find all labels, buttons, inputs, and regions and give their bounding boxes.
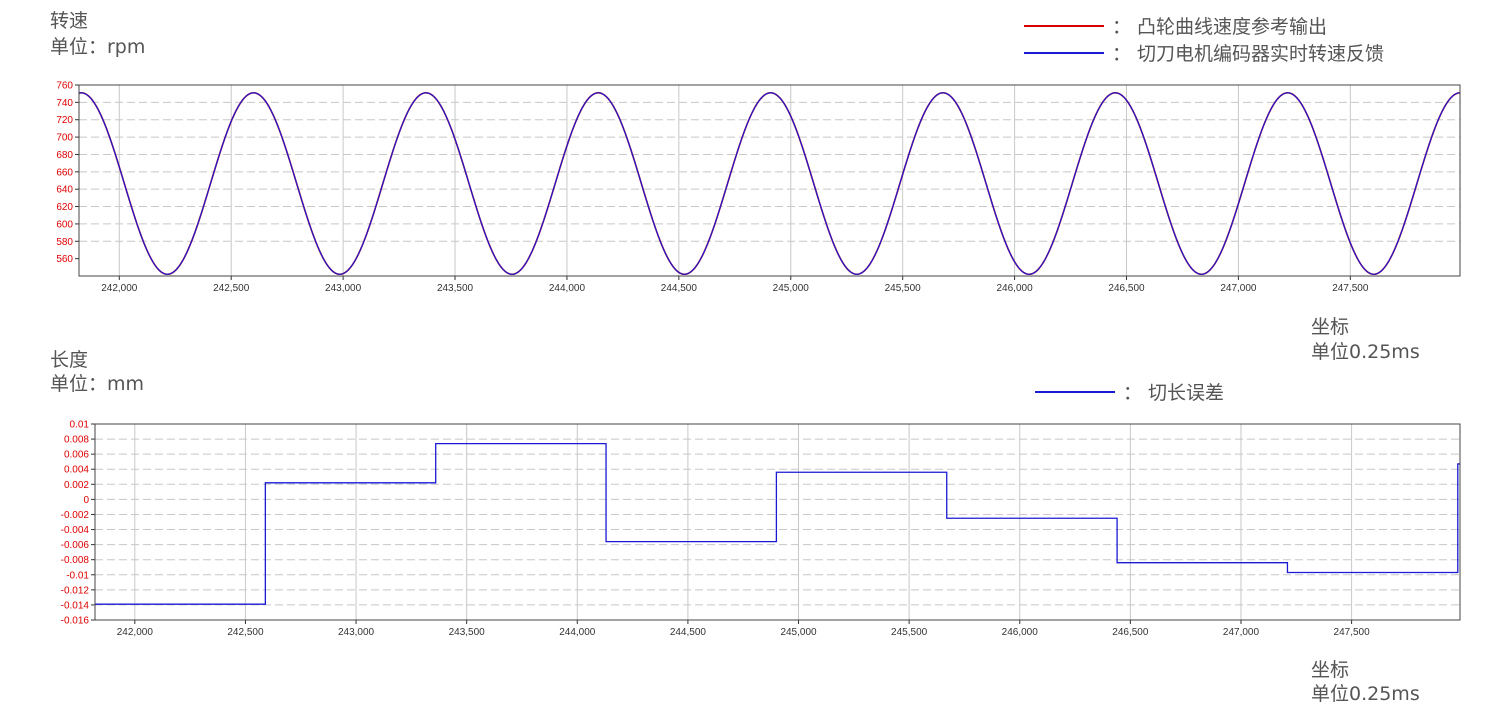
- y-tick-label: 580: [56, 237, 73, 248]
- x-tick-label: 245,500: [891, 627, 928, 638]
- x-tick-label: 246,000: [1002, 627, 1039, 638]
- y-tick-label: 0.006: [64, 450, 89, 461]
- top-ylabel: 转速: [50, 10, 89, 32]
- plot-frame: [94, 423, 1461, 621]
- x-tick-label: 243,000: [338, 627, 375, 638]
- x-tick-label: 247,500: [1332, 283, 1369, 294]
- y-tick-label: 0.01: [70, 420, 90, 431]
- bottom-ylabel: 长度: [50, 349, 89, 371]
- x-tick-label: 245,000: [773, 283, 810, 294]
- bottom-yunit: 单位：mm: [50, 373, 145, 395]
- top-xunit: 单位0.25ms: [1311, 341, 1420, 363]
- y-tick-label: 760: [56, 81, 73, 92]
- legend-swatch-blue-bottom: [1035, 390, 1115, 393]
- x-tick-label: 246,000: [997, 283, 1034, 294]
- y-tick-label: 700: [56, 133, 73, 144]
- x-tick-label: 242,000: [101, 283, 138, 294]
- x-tick-label: 243,000: [325, 283, 362, 294]
- y-tick-label: -0.014: [61, 600, 90, 611]
- y-tick-label: 720: [56, 115, 73, 126]
- legend-swatch-red: [1024, 24, 1104, 27]
- x-tick-label: 247,000: [1220, 283, 1257, 294]
- y-tick-label: 0.004: [64, 465, 89, 476]
- y-tick-label: -0.012: [61, 585, 90, 596]
- y-tick-label: 600: [56, 219, 73, 230]
- y-tick-label: 560: [56, 254, 73, 265]
- plot-area: [79, 85, 1460, 276]
- legend-swatch-blue: [1024, 51, 1104, 54]
- y-tick-label: 0: [83, 495, 89, 506]
- x-tick-label: 245,000: [780, 627, 817, 638]
- x-tick-label: 246,500: [1108, 283, 1145, 294]
- x-tick-label: 242,500: [213, 283, 250, 294]
- y-tick-label: 640: [56, 185, 73, 196]
- y-tick-label: 620: [56, 202, 73, 213]
- y-tick-label: 740: [56, 98, 73, 109]
- plot-frame: [78, 84, 1461, 277]
- y-tick-label: -0.004: [61, 525, 90, 536]
- legend-item-feedback: ： 切刀电机编码器实时转速反馈: [1024, 39, 1384, 66]
- x-tick-label: 247,000: [1223, 627, 1260, 638]
- x-tick-label: 244,000: [549, 283, 586, 294]
- y-tick-label: 0.008: [64, 435, 89, 446]
- x-tick-label: 244,500: [661, 283, 698, 294]
- x-tick-label: 246,500: [1112, 627, 1149, 638]
- y-tick-label: -0.006: [61, 540, 90, 551]
- plot-area: [95, 424, 1460, 620]
- series-length-error-line: [95, 442, 1460, 605]
- legend-label-feedback: ： 切刀电机编码器实时转速反馈: [1112, 43, 1385, 65]
- x-tick-label: 242,000: [117, 627, 154, 638]
- y-tick-label: -0.01: [66, 570, 89, 581]
- y-tick-label: 0.002: [64, 480, 89, 491]
- legend-label-reference: ： 凸轮曲线速度参考输出: [1112, 16, 1328, 38]
- top-xlabel: 坐标: [1311, 316, 1350, 338]
- x-tick-label: 244,000: [559, 627, 596, 638]
- x-tick-label: 242,500: [227, 627, 264, 638]
- x-tick-label: 244,500: [670, 627, 707, 638]
- x-tick-label: 243,500: [449, 627, 486, 638]
- legend-item-reference: ： 凸轮曲线速度参考输出: [1024, 12, 1327, 39]
- y-tick-label: -0.008: [61, 555, 90, 566]
- y-tick-label: -0.002: [61, 510, 90, 521]
- legend-label-length-error: ： 切长误差: [1123, 382, 1225, 404]
- legend-item-length-error: ： 切长误差: [1035, 378, 1224, 405]
- x-tick-label: 247,500: [1334, 627, 1371, 638]
- x-tick-label: 245,500: [885, 283, 922, 294]
- x-tick-label: 243,500: [437, 283, 474, 294]
- y-tick-label: 680: [56, 150, 73, 161]
- y-tick-label: -0.016: [61, 616, 90, 627]
- bottom-xunit: 单位0.25ms: [1311, 683, 1420, 705]
- bottom-xlabel: 坐标: [1311, 659, 1350, 681]
- y-tick-label: 660: [56, 167, 73, 178]
- series-feedback-line: [78, 92, 1461, 275]
- top-yunit: 单位：rpm: [50, 36, 146, 58]
